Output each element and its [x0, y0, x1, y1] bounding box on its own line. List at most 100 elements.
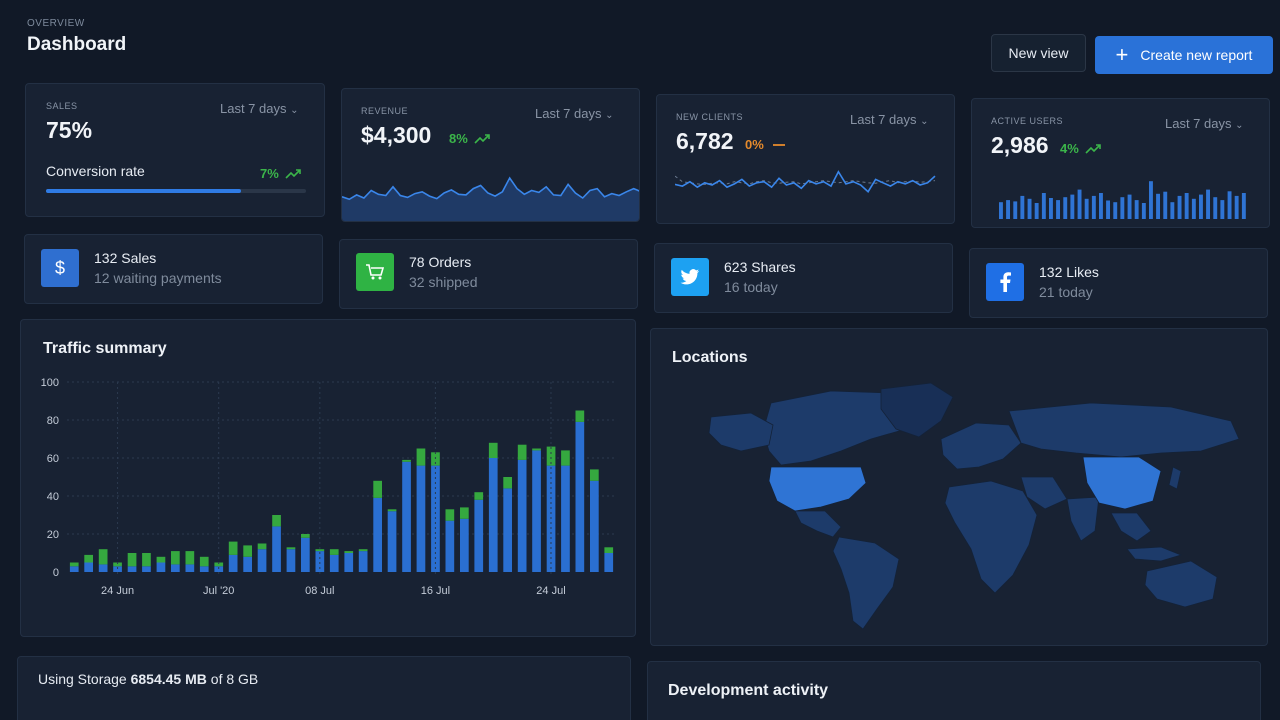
- traffic-bar: [199, 566, 209, 572]
- create-report-button[interactable]: + Create new report: [1095, 36, 1273, 74]
- traffic-bar: [387, 509, 397, 512]
- traffic-bar: [113, 566, 122, 572]
- storage-suffix: of 8 GB: [210, 671, 259, 687]
- active-users-bar: [1149, 181, 1153, 219]
- active-users-bar-sparkline: [999, 181, 1246, 219]
- revenue-card: REVENUE Last 7 days ⌄ $4,300 8%: [341, 88, 640, 222]
- revenue-area: [342, 178, 639, 221]
- active-users-bar: [1113, 202, 1118, 219]
- active-users-bar: [1013, 201, 1018, 219]
- traffic-bar: [445, 509, 455, 521]
- traffic-bar: [185, 564, 195, 572]
- trend-up-icon: [1085, 143, 1101, 154]
- active-users-bar: [1056, 200, 1060, 219]
- revenue-period-dropdown[interactable]: Last 7 days ⌄: [535, 106, 614, 121]
- active-users-bar: [1006, 200, 1010, 219]
- traffic-bar: [214, 566, 224, 572]
- y-tick-label: 20: [47, 529, 59, 541]
- new-view-button[interactable]: New view: [991, 34, 1086, 72]
- traffic-bar: [604, 553, 614, 572]
- active-users-period-label: Last 7 days: [1165, 116, 1232, 131]
- new-clients-label: NEW CLIENTS: [676, 112, 744, 122]
- facebook-icon: [986, 263, 1024, 301]
- traffic-bar: [517, 444, 527, 460]
- trend-up-icon: [474, 133, 490, 144]
- active-users-bar: [1099, 193, 1103, 219]
- map-mexico: [794, 510, 842, 538]
- locations-card: Locations: [650, 328, 1268, 646]
- active-users-bar: [1120, 197, 1125, 219]
- y-tick-label: 60: [47, 453, 59, 465]
- shares-mini-sub: 16 today: [724, 279, 778, 295]
- active-users-bar: [1234, 195, 1239, 219]
- active-users-card: ACTIVE USERS Last 7 days ⌄ 2,986 4%: [971, 98, 1270, 228]
- sales-period-dropdown[interactable]: Last 7 days ⌄: [220, 101, 299, 116]
- cart-icon: [356, 253, 394, 291]
- traffic-bar: [373, 480, 382, 498]
- revenue-period-label: Last 7 days: [535, 106, 602, 121]
- traffic-bar: [503, 488, 512, 572]
- storage-used: 6854.45 MB: [130, 671, 207, 687]
- traffic-bar: [416, 448, 426, 466]
- twitter-icon: [671, 258, 709, 296]
- active-users-change-value: 4%: [1060, 141, 1079, 156]
- traffic-bar: [575, 410, 585, 422]
- map-alaska: [708, 412, 774, 452]
- conversion-change: 7%: [260, 166, 301, 181]
- traffic-bar: [257, 543, 267, 550]
- traffic-bar: [329, 554, 339, 572]
- clients-actual-line: [675, 170, 936, 193]
- traffic-bar: [460, 518, 469, 572]
- traffic-bar: [228, 541, 238, 555]
- active-users-bar: [1191, 198, 1196, 219]
- likes-mini-sub: 21 today: [1039, 284, 1093, 300]
- map-usa: [768, 466, 867, 512]
- map-australia: [1144, 560, 1218, 608]
- active-users-bar: [1077, 189, 1082, 219]
- active-users-period-dropdown[interactable]: Last 7 days ⌄: [1165, 116, 1244, 131]
- traffic-bar: [69, 566, 79, 572]
- active-users-label: ACTIVE USERS: [991, 116, 1064, 126]
- active-users-bar: [1199, 194, 1203, 219]
- revenue-change-value: 8%: [449, 131, 468, 146]
- active-users-bar: [1127, 194, 1132, 219]
- traffic-bar: [228, 554, 238, 572]
- traffic-bar: [272, 526, 281, 572]
- sales-mini-sub: 12 waiting payments: [94, 270, 222, 286]
- traffic-bar: [243, 545, 252, 557]
- plus-icon: +: [1115, 42, 1129, 67]
- active-users-bar: [1134, 200, 1139, 219]
- sales-period-label: Last 7 days: [220, 101, 287, 116]
- y-tick-label: 100: [41, 377, 59, 389]
- map-india: [1066, 496, 1100, 542]
- revenue-value: $4,300: [361, 122, 432, 148]
- traffic-bar: [590, 480, 599, 572]
- revenue-line: [342, 176, 639, 201]
- new-clients-period-dropdown[interactable]: Last 7 days ⌄: [850, 112, 929, 127]
- traffic-bar: [69, 562, 79, 567]
- chevron-down-icon: ⌄: [1235, 120, 1244, 131]
- traffic-bar: [474, 499, 484, 572]
- traffic-bar: [532, 450, 541, 572]
- active-users-bar: [1184, 193, 1189, 219]
- traffic-bar: [358, 551, 368, 572]
- traffic-bar: [590, 469, 599, 481]
- development-activity-card: Development activity: [647, 661, 1261, 720]
- traffic-bar: [113, 562, 122, 567]
- x-tick-label: 08 Jul: [305, 585, 334, 597]
- active-users-bar: [1070, 194, 1075, 219]
- traffic-summary-title: Traffic summary: [43, 340, 167, 357]
- active-users-bar: [1049, 198, 1053, 219]
- revenue-label: REVENUE: [361, 106, 409, 116]
- storage-text: Using Storage 6854.45 MB of 8 GB: [38, 671, 258, 687]
- traffic-bar: [488, 442, 498, 458]
- map-south-america: [832, 536, 900, 630]
- traffic-bar: [358, 549, 368, 552]
- sales-value: 75%: [46, 117, 93, 143]
- x-tick-label: 16 Jul: [421, 585, 450, 597]
- map-europe: [940, 422, 1022, 470]
- map-indonesia: [1126, 546, 1183, 562]
- x-tick-label: 24 Jun: [101, 585, 134, 597]
- new-clients-value: 6,782: [676, 128, 734, 154]
- traffic-bar: [286, 547, 296, 550]
